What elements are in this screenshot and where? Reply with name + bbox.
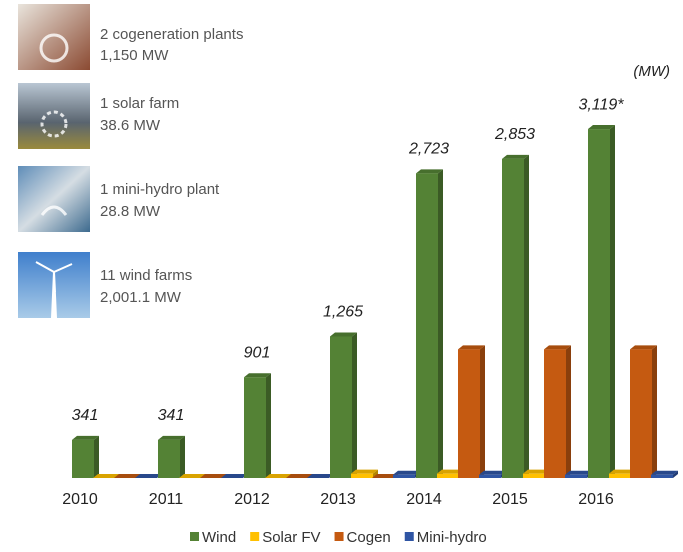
bar [588,129,610,478]
x-tick-label: 2011 [149,491,184,508]
facility-icons [18,4,90,318]
legend-label: Solar FV [262,529,320,546]
facility-count: 1 solar farm [100,95,179,112]
bar [393,475,415,478]
facility-count: 1 mini-hydro plant [100,181,220,198]
bar [523,474,545,478]
x-tick-label: 2013 [320,491,356,508]
bar-side [566,345,571,478]
bar [416,173,438,478]
value-label: 341 [158,407,185,424]
hydro-icon [18,166,90,232]
legend-swatch [250,532,259,541]
bar-side [480,345,485,478]
x-tick-label: 2015 [492,491,528,508]
bar [609,474,631,478]
value-label: 341 [72,407,99,424]
facility-count: 2 cogeneration plants [100,26,243,43]
bar [458,349,480,478]
bar-side [180,436,185,478]
legend-swatch [335,532,344,541]
bar [244,377,266,478]
bar [351,474,373,478]
bar-side [266,373,271,478]
facility-capacity: 28.8 MW [100,203,161,220]
facility-count: 11 wind farms [100,267,192,284]
bar [630,349,652,478]
bar-side [352,332,357,478]
bar-side [438,169,443,478]
legend-swatch [405,532,414,541]
value-label: 2,723 [408,141,449,158]
bar-side [652,345,657,478]
bar [544,349,566,478]
bar [158,440,180,478]
bar [479,475,501,478]
value-label: 2,853 [494,126,535,143]
legend-swatch [190,532,199,541]
bar [330,336,352,478]
bar-side [94,436,99,478]
bar [437,474,459,478]
bar-side [610,125,615,478]
value-label: 901 [244,344,271,361]
bar [502,159,524,478]
bar-side [524,155,529,478]
bar [72,440,94,478]
facility-capacity: 1,150 MW [100,47,169,64]
legend-label: Wind [202,529,236,546]
x-tick-label: 2010 [62,491,98,508]
value-label: 3,119* [578,96,624,113]
bar [565,475,587,478]
unit-label: (MW) [633,63,670,80]
legend-label: Cogen [347,529,391,546]
value-label: 1,265 [323,304,363,321]
x-tick-label: 2016 [578,491,614,508]
legend-label: Mini-hydro [417,529,487,546]
x-tick-label: 2012 [234,491,270,508]
bar [651,475,673,478]
facility-capacity: 38.6 MW [100,117,161,134]
solar-icon [18,83,90,149]
facility-capacity: 2,001.1 MW [100,289,182,306]
x-tick-label: 2014 [406,491,442,508]
